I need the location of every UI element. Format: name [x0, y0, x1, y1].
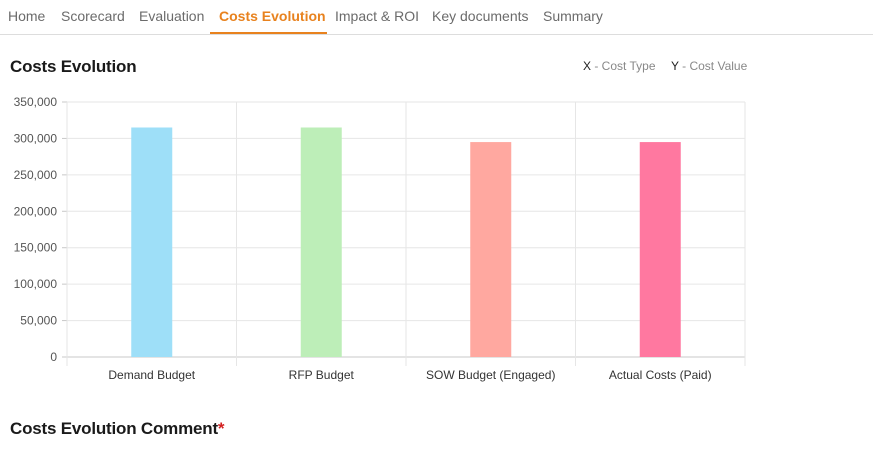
y-tick-label: 100,000: [14, 277, 58, 291]
y-tick-label: 350,000: [14, 95, 58, 109]
x-tick-label: RFP Budget: [289, 368, 355, 382]
x-tick-label: SOW Budget (Engaged): [426, 368, 555, 382]
y-tick-label: 200,000: [14, 204, 58, 218]
y-tick-label: 150,000: [14, 241, 58, 255]
bar: [301, 128, 342, 358]
bar: [640, 142, 681, 357]
y-tick-label: 50,000: [20, 314, 57, 328]
costs-bar-chart: 0 50,000 100,000 150,000 200,000 250,000 300,0…: [0, 0, 873, 380]
required-asterisk: *: [218, 419, 224, 438]
comment-section-title: Costs Evolution Comment*: [10, 419, 224, 439]
y-tick-label: 300,000: [14, 131, 58, 145]
bar: [131, 128, 172, 358]
y-tick-label: 250,000: [14, 168, 58, 182]
comment-title-text: Costs Evolution Comment: [10, 419, 218, 438]
x-tick-label: Actual Costs (Paid): [609, 368, 712, 382]
y-tick-label: 0: [50, 350, 57, 364]
bar: [470, 142, 511, 357]
x-tick-label: Demand Budget: [108, 368, 195, 382]
